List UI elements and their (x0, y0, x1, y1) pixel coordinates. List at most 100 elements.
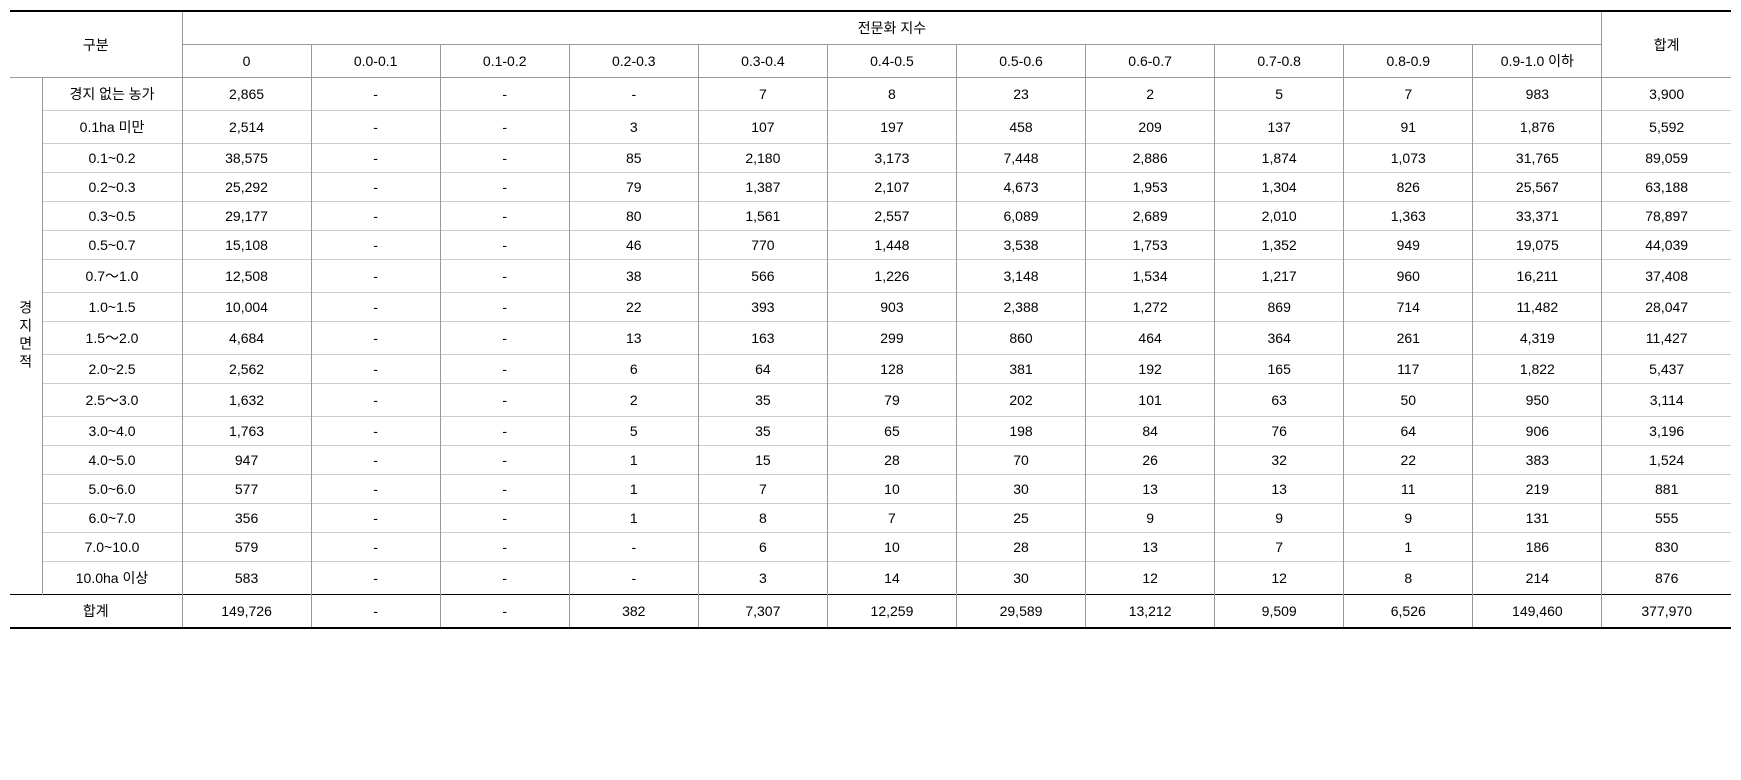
data-cell: - (311, 417, 440, 446)
row-total-cell: 37,408 (1602, 260, 1731, 293)
data-cell: 12 (1086, 562, 1215, 595)
data-cell: 8 (698, 504, 827, 533)
data-cell: 2,107 (827, 173, 956, 202)
header-subcolumn: 0.5-0.6 (956, 45, 1085, 78)
row-label: 2.0~2.5 (42, 355, 182, 384)
data-cell: 566 (698, 260, 827, 293)
data-cell: 2,557 (827, 202, 956, 231)
data-cell: 65 (827, 417, 956, 446)
data-cell: 30 (956, 562, 1085, 595)
total-cell: 6,526 (1344, 595, 1473, 629)
data-cell: 50 (1344, 384, 1473, 417)
data-cell: 583 (182, 562, 311, 595)
data-cell: 10 (827, 475, 956, 504)
data-cell: 13 (1215, 475, 1344, 504)
data-cell: 2 (1086, 78, 1215, 111)
data-cell: 202 (956, 384, 1085, 417)
table-row: 7.0~10.0579---610281371186830 (10, 533, 1731, 562)
data-cell: 79 (569, 173, 698, 202)
header-subcolumn: 0.1-0.2 (440, 45, 569, 78)
data-cell: - (440, 260, 569, 293)
data-cell: 1,363 (1344, 202, 1473, 231)
data-cell: 1,763 (182, 417, 311, 446)
data-cell: 1,352 (1215, 231, 1344, 260)
table-row: 5.0~6.0577--171030131311219881 (10, 475, 1731, 504)
row-total-cell: 78,897 (1602, 202, 1731, 231)
data-cell: 1,226 (827, 260, 956, 293)
data-cell: 186 (1473, 533, 1602, 562)
row-label: 1.5～2.0 (42, 322, 182, 355)
data-cell: 1,217 (1215, 260, 1344, 293)
data-cell: 84 (1086, 417, 1215, 446)
data-cell: 5 (1215, 78, 1344, 111)
data-cell: 137 (1215, 111, 1344, 144)
header-subcolumn: 0.0-0.1 (311, 45, 440, 78)
data-cell: - (311, 202, 440, 231)
data-cell: 16,211 (1473, 260, 1602, 293)
row-total-cell: 876 (1602, 562, 1731, 595)
data-cell: 393 (698, 293, 827, 322)
data-cell: - (440, 322, 569, 355)
header-subcolumn: 0.3-0.4 (698, 45, 827, 78)
data-cell: 1,953 (1086, 173, 1215, 202)
table-row: 0.3~0.529,177--801,5612,5576,0892,6892,0… (10, 202, 1731, 231)
table-row: 6.0~7.0356--18725999131555 (10, 504, 1731, 533)
row-label: 1.0~1.5 (42, 293, 182, 322)
data-cell: 2,886 (1086, 144, 1215, 173)
total-cell: 149,460 (1473, 595, 1602, 629)
table-row: 1.0~1.510,004--223939032,3881,2728697141… (10, 293, 1731, 322)
data-cell: 1,876 (1473, 111, 1602, 144)
data-cell: 7,448 (956, 144, 1085, 173)
data-cell: - (311, 293, 440, 322)
header-subcolumn: 0 (182, 45, 311, 78)
data-cell: - (440, 384, 569, 417)
data-cell: 9 (1344, 504, 1473, 533)
data-cell: 2,388 (956, 293, 1085, 322)
header-category: 구분 (10, 11, 182, 78)
data-cell: 35 (698, 417, 827, 446)
data-cell: 30 (956, 475, 1085, 504)
data-cell: 1,448 (827, 231, 956, 260)
data-cell: 101 (1086, 384, 1215, 417)
row-label: 0.7～1.0 (42, 260, 182, 293)
data-cell: - (440, 533, 569, 562)
data-cell: 7 (827, 504, 956, 533)
data-cell: 28 (956, 533, 1085, 562)
data-cell: 4,684 (182, 322, 311, 355)
row-category-label: 경지면적 (10, 78, 42, 595)
data-cell: 28 (827, 446, 956, 475)
row-total-cell: 3,900 (1602, 78, 1731, 111)
row-label: 4.0~5.0 (42, 446, 182, 475)
header-subcolumns-row: 00.0-0.10.1-0.20.2-0.30.3-0.40.4-0.50.5-… (10, 45, 1731, 78)
data-cell: 163 (698, 322, 827, 355)
data-cell: 192 (1086, 355, 1215, 384)
row-total-cell: 3,196 (1602, 417, 1731, 446)
data-cell: 15,108 (182, 231, 311, 260)
data-cell: 10,004 (182, 293, 311, 322)
data-cell: 983 (1473, 78, 1602, 111)
table-row: 2.5～3.01,632--2357920210163509503,114 (10, 384, 1731, 417)
table-header: 구분 전문화 지수 합계 00.0-0.10.1-0.20.2-0.30.3-0… (10, 11, 1731, 78)
data-cell: 947 (182, 446, 311, 475)
data-cell: 198 (956, 417, 1085, 446)
table-row: 4.0~5.0947--11528702632223831,524 (10, 446, 1731, 475)
data-cell: - (440, 78, 569, 111)
data-cell: 25,292 (182, 173, 311, 202)
data-cell: - (311, 504, 440, 533)
header-subcolumn: 0.2-0.3 (569, 45, 698, 78)
data-cell: - (440, 111, 569, 144)
data-cell: 826 (1344, 173, 1473, 202)
data-cell: 12,508 (182, 260, 311, 293)
data-cell: 22 (569, 293, 698, 322)
header-subcolumn: 0.4-0.5 (827, 45, 956, 78)
row-total-cell: 89,059 (1602, 144, 1731, 173)
total-cell: 13,212 (1086, 595, 1215, 629)
total-cell: 9,509 (1215, 595, 1344, 629)
row-label: 경지 없는 농가 (42, 78, 182, 111)
data-cell: - (311, 533, 440, 562)
data-cell: - (311, 260, 440, 293)
data-cell: - (440, 562, 569, 595)
data-cell: 219 (1473, 475, 1602, 504)
row-total-cell: 881 (1602, 475, 1731, 504)
data-cell: 869 (1215, 293, 1344, 322)
